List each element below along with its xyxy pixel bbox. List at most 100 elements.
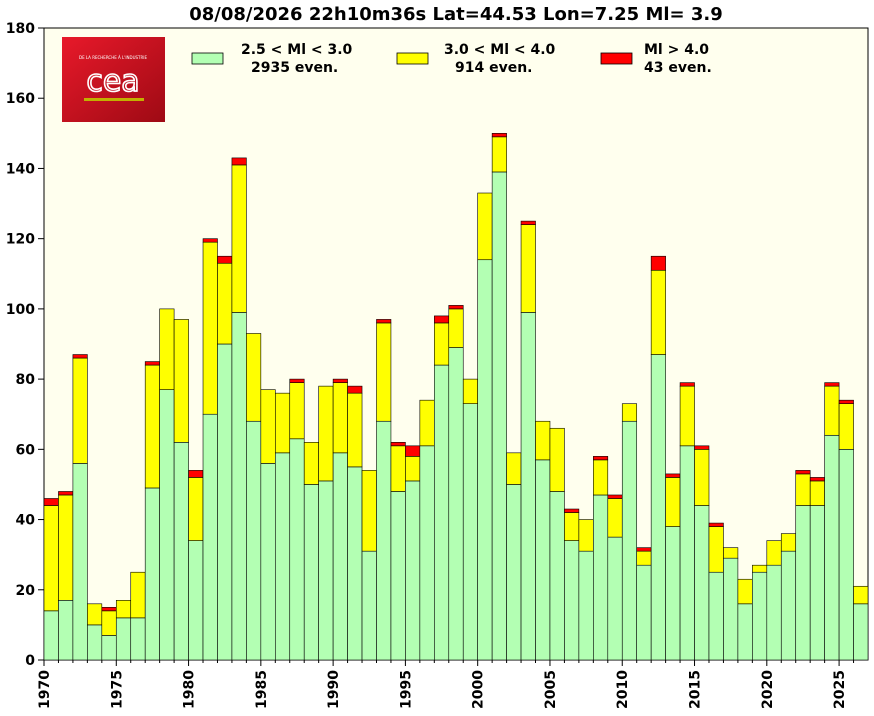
bar-low-2002 [506,484,522,661]
bar-high-1971 [58,491,74,496]
svg-text:cea: cea [86,64,139,99]
bar-mid-2001 [491,136,507,173]
bar-mid-2010 [621,403,638,422]
bar-low-1982 [217,343,233,661]
bar-low-2005 [549,491,565,661]
bar-mid-1975 [115,600,132,619]
bar-low-2012 [650,354,666,661]
bar-low-1971 [58,600,74,661]
bar-high-2025 [838,399,854,404]
bar-mid-2005 [549,427,565,492]
bar-high-1980 [188,470,204,478]
x-tick-label: 2025 [832,670,848,709]
bar-low-1972 [72,463,88,661]
legend-count-low: 2935 even. [251,60,338,76]
bar-low-2021 [780,550,797,661]
legend-swatch-mid [396,52,429,65]
bar-high-2022 [795,470,811,475]
bar-mid-1983 [231,164,247,313]
bar-mid-2022 [795,473,811,506]
bar-high-2006 [564,508,580,513]
bar-low-1998 [448,347,464,661]
bar-low-1974 [101,635,117,661]
legend-item-high: Ml > 4.0 43 even. [600,42,712,76]
bar-low-1978 [159,389,175,661]
bar-mid-2002 [506,452,522,485]
bar-high-1982 [217,255,233,264]
bar-low-2020 [766,564,782,661]
bar-high-2011 [636,547,652,552]
bar-mid-1982 [217,262,233,345]
bar-low-2008 [593,494,609,661]
bar-low-2017 [723,557,739,661]
x-tick-label: 2015 [688,670,704,709]
bar-high-1994 [390,442,406,447]
bar-high-2003 [520,220,536,225]
bar-mid-1993 [376,322,392,422]
bar-high-1972 [72,354,88,359]
bar-low-2016 [708,571,724,661]
x-tick-label: 1975 [109,670,125,709]
bar-high-1997 [434,315,450,324]
bar-mid-1976 [130,571,146,619]
x-tick-label: 2010 [615,670,631,709]
bar-mid-1986 [274,392,291,454]
legend-label-mid: 3.0 < Ml < 4.0 [444,42,556,58]
bar-mid-1974 [101,610,117,636]
bar-high-1981 [202,238,218,243]
bar-mid-2026 [853,585,869,605]
bar-mid-2020 [766,540,782,566]
bar-mid-2015 [694,449,710,506]
bar-mid-2012 [650,269,666,355]
y-tick-label: 20 [16,583,36,599]
legend-swatch-low [191,52,224,65]
bar-low-1977 [144,487,160,661]
bar-mid-1977 [144,364,160,489]
bar-mid-1979 [173,319,189,443]
bar-low-1984 [246,420,262,661]
bar-low-1981 [202,413,218,661]
bar-high-1991 [347,385,363,394]
bar-low-1990 [332,452,348,661]
bar-mid-1999 [462,378,478,404]
bar-low-2003 [520,312,536,661]
legend: 2.5 < Ml < 3.0 2935 even. 3.0 < Ml < 4.0… [191,42,712,76]
bar-low-2009 [607,536,623,661]
svg-text:DE LA RECHERCHE À L'INDUSTRIE: DE LA RECHERCHE À L'INDUSTRIE [79,55,147,60]
bar-low-2015 [694,505,710,661]
bar-high-1987 [289,378,305,383]
bar-mid-2017 [723,547,739,559]
bar-high-2012 [650,255,666,271]
bar-low-2007 [578,550,594,661]
bar-mid-1992 [361,470,377,552]
bar-mid-2006 [564,512,580,541]
bar-mid-1971 [58,494,74,601]
bar-low-1994 [390,491,406,661]
bar-low-2026 [853,603,869,661]
bar-mid-1988 [303,442,319,485]
bar-low-2000 [477,259,493,661]
bar-high-2024 [824,382,840,387]
bar-low-2010 [621,420,638,661]
bar-mid-1973 [87,603,103,626]
bar-mid-2003 [520,224,536,313]
cea-logo: DE LA RECHERCHE À L'INDUSTRIE cea [62,37,165,122]
bar-high-2001 [491,133,507,138]
bar-mid-2011 [636,550,652,566]
bar-low-2025 [838,449,854,661]
bar-mid-1997 [434,322,450,366]
bar-low-2006 [564,540,580,661]
y-tick-label: 140 [6,161,35,177]
bar-high-2023 [809,477,825,482]
bar-low-1988 [303,484,319,661]
bar-mid-2016 [708,526,724,573]
legend-label-low: 2.5 < Ml < 3.0 [241,42,353,58]
bar-low-2023 [809,505,825,661]
legend-count-mid: 914 even. [455,60,533,76]
bar-mid-1987 [289,382,305,440]
x-axis: 1970 1975 1980 1985 1990 1995 2000 2005 2010 2015… [37,660,855,709]
y-tick-label: 120 [6,232,35,248]
legend-count-high: 43 even. [644,60,712,76]
y-tick-label: 180 [6,21,35,37]
bar-low-2019 [752,571,768,661]
